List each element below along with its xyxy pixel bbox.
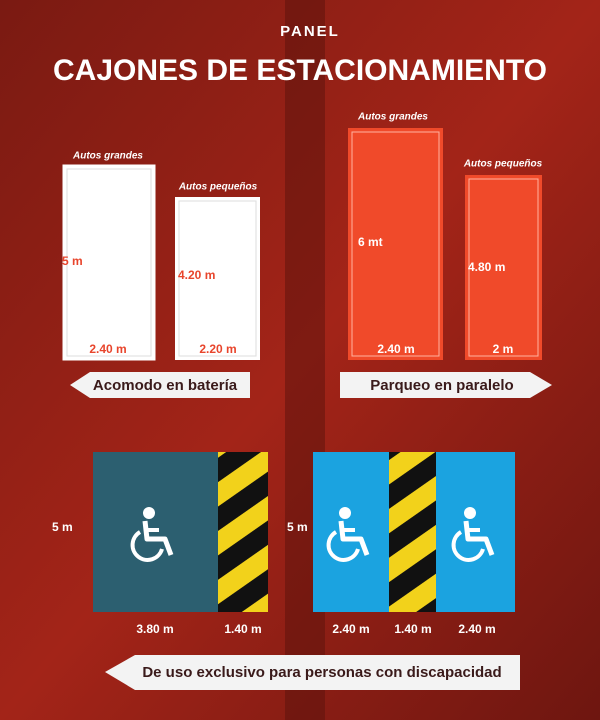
length: 4.20 m	[178, 268, 215, 282]
space-border	[468, 178, 539, 357]
length: 5 m	[62, 254, 83, 268]
banner: Parqueo en paralelo	[370, 377, 513, 394]
space-border	[351, 131, 440, 357]
length: 4.80 m	[468, 260, 505, 274]
width: 2 m	[493, 342, 514, 356]
space-small	[465, 175, 542, 360]
width: 2.40 m	[332, 622, 369, 636]
banner: De uso exclusivo para personas con disca…	[142, 664, 501, 681]
space-border	[178, 200, 257, 357]
width: 2.40 m	[377, 342, 414, 356]
width: 3.80 m	[136, 622, 173, 636]
logo: PANEL	[280, 23, 340, 40]
label: Autos pequeños	[463, 159, 543, 170]
banner-shape	[105, 655, 520, 690]
banner-shape	[70, 372, 250, 398]
hatched-aisle	[389, 452, 436, 612]
width: 1.40 m	[224, 622, 261, 636]
space-large	[348, 128, 443, 360]
width: 2.20 m	[199, 342, 236, 356]
space-small	[175, 197, 260, 360]
length: 5 m	[52, 520, 73, 534]
width: 2.40 m	[458, 622, 495, 636]
width: 1.40 m	[394, 622, 431, 636]
width: 2.40 m	[89, 342, 126, 356]
space-border	[66, 168, 152, 357]
space-large	[62, 164, 156, 361]
banner-shape	[340, 372, 552, 398]
label: Autos pequeños	[178, 182, 258, 193]
label: Autos grandes	[357, 112, 428, 123]
banner: Acomodo en batería	[93, 377, 238, 394]
label: Autos grandes	[72, 151, 143, 162]
hatched-aisle	[218, 452, 268, 612]
length: 5 m	[287, 520, 308, 534]
length: 6 mt	[358, 235, 383, 249]
title: CAJONES DE ESTACIONAMIENTO	[53, 54, 547, 87]
